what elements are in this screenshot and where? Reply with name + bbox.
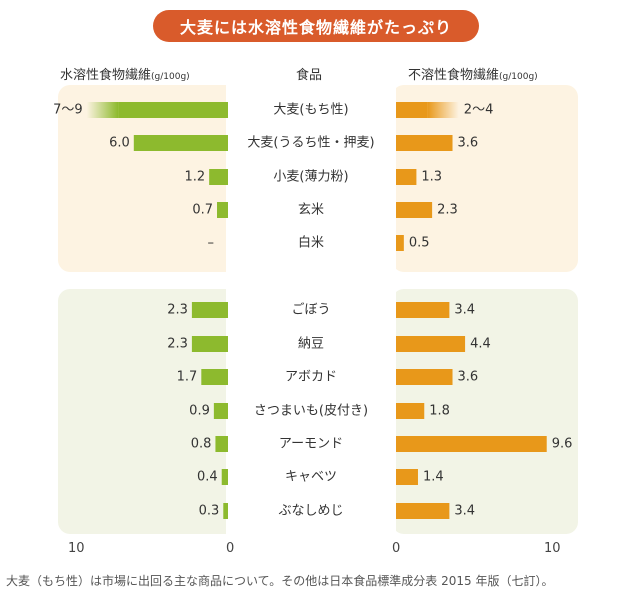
soluble-bar (118, 102, 228, 118)
soluble-bar-range (86, 102, 119, 118)
insoluble-value-label: 9.6 (552, 437, 573, 452)
insoluble-bar (396, 202, 433, 218)
insoluble-value-label: 0.5 (409, 236, 430, 251)
soluble-bar (215, 436, 228, 452)
header-soluble: 水溶性食物繊維(g/100g) (60, 64, 190, 83)
soluble-value-label: 0.4 (197, 470, 218, 485)
insoluble-bar (396, 503, 450, 519)
food-label: 白米 (298, 235, 324, 251)
left-axis-tick-max: 10 (68, 541, 85, 556)
insoluble-bar (396, 302, 450, 318)
footnote: 大麦（もち性）は市場に出回る主な商品について。その他は日本食品標準成分表 201… (6, 574, 554, 588)
soluble-value-label: 7〜9 (53, 103, 83, 118)
food-label: 小麦(薄力粉) (273, 170, 348, 185)
header-soluble-unit: (g/100g) (151, 72, 190, 82)
food-label: アボカド (285, 370, 337, 385)
soluble-bar (217, 202, 228, 218)
header-insoluble-unit: (g/100g) (499, 72, 538, 82)
soluble-bar (133, 135, 228, 151)
insoluble-value-label: 3.4 (454, 504, 475, 519)
insoluble-value-label: 3.6 (458, 136, 479, 151)
food-label: キャベツ (285, 470, 337, 485)
header-soluble-label: 水溶性食物繊維 (60, 68, 152, 83)
soluble-value-label: 0.8 (191, 437, 212, 452)
soluble-bar (221, 469, 228, 485)
insoluble-value-label: 3.6 (458, 370, 479, 385)
food-label: ごぼう (291, 302, 330, 318)
food-label: さつまいも(皮付き) (254, 404, 368, 419)
insoluble-bar (396, 102, 428, 118)
insoluble-bar (396, 169, 417, 185)
insoluble-bar (396, 469, 418, 485)
food-column (226, 85, 396, 534)
soluble-value-label: 1.7 (177, 370, 198, 385)
insoluble-bar (396, 403, 425, 419)
insoluble-bar (396, 135, 453, 151)
soluble-value-label: 6.0 (109, 136, 130, 151)
food-label: 大麦(うるち性・押麦) (247, 136, 374, 151)
soluble-bar (201, 369, 228, 385)
soluble-bar (191, 302, 228, 318)
soluble-bar (209, 169, 228, 185)
soluble-value-label: 2.3 (167, 303, 188, 318)
insoluble-bar (396, 235, 404, 251)
insoluble-value-label: 1.8 (429, 404, 450, 419)
insoluble-value-label: 3.4 (454, 303, 475, 318)
left-axis-tick-zero: 0 (226, 541, 235, 556)
insoluble-value-label: 4.4 (470, 337, 491, 352)
insoluble-value-label: 2〜4 (464, 103, 494, 118)
header-food: 食品 (296, 68, 323, 83)
insoluble-bar-range (427, 102, 459, 118)
insoluble-bar (396, 336, 466, 352)
soluble-bar (213, 403, 228, 419)
insoluble-value-label: 2.3 (437, 203, 458, 218)
header-insoluble: 不溶性食物繊維(g/100g) (408, 64, 538, 83)
soluble-value-label: 0.9 (189, 404, 210, 419)
header-insoluble-label: 不溶性食物繊維 (408, 68, 500, 83)
soluble-value-label: 1.2 (184, 170, 205, 185)
food-label: アーモンド (279, 437, 343, 452)
soluble-value-label: 0.3 (199, 504, 220, 519)
soluble-bar (191, 336, 228, 352)
food-label: 納豆 (298, 337, 324, 352)
food-label: ぶなしめじ (278, 504, 343, 519)
soluble-value-label: 0.7 (192, 203, 213, 218)
food-label: 大麦(もち性) (273, 103, 348, 118)
soluble-value-label: – (208, 236, 215, 251)
insoluble-bar (396, 436, 547, 452)
insoluble-value-label: 1.3 (421, 170, 442, 185)
insoluble-value-label: 1.4 (423, 470, 444, 485)
right-axis-tick-max: 10 (544, 541, 561, 556)
chart-title: 大麦には水溶性食物繊維がたっぷり (153, 10, 479, 42)
other-panel-left (58, 289, 238, 534)
food-label: 玄米 (298, 203, 324, 218)
insoluble-bar (396, 369, 453, 385)
right-axis-tick-zero: 0 (392, 541, 401, 556)
soluble-bar (223, 503, 228, 519)
soluble-value-label: 2.3 (167, 337, 188, 352)
